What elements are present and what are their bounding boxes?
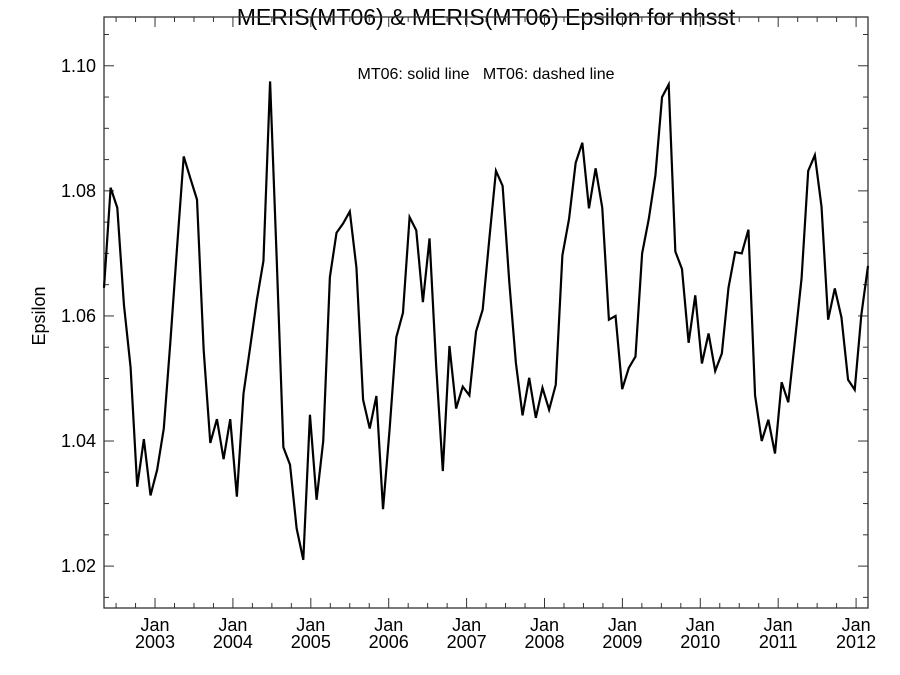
- x-tick-year-label: 2004: [213, 632, 253, 652]
- series-line: [102, 80, 870, 561]
- y-tick-label: 1.06: [61, 306, 96, 326]
- x-tick-year-label: 2005: [291, 632, 331, 652]
- x-tick-month-label: Jan: [218, 615, 247, 635]
- y-tick-label: 1.10: [61, 56, 96, 76]
- x-tick-year-label: 2003: [135, 632, 175, 652]
- x-tick-year-label: 2010: [680, 632, 720, 652]
- y-tick-label: 1.04: [61, 431, 96, 451]
- x-tick-month-label: Jan: [374, 615, 403, 635]
- series-group: [102, 80, 870, 561]
- y-tick-label: 1.08: [61, 181, 96, 201]
- plot-frame: [103, 16, 869, 609]
- x-tick-year-label: 2008: [524, 632, 564, 652]
- x-tick-year-label: 2006: [369, 632, 409, 652]
- x-tick-month-label: Jan: [608, 615, 637, 635]
- x-tick-month-label: Jan: [452, 615, 481, 635]
- y-axis-label: Epsilon: [29, 286, 49, 345]
- legend-annotation: MT06: solid line MT06: dashed line: [357, 66, 614, 83]
- x-tick-year-label: 2007: [447, 632, 487, 652]
- x-tick-month-label: Jan: [296, 615, 325, 635]
- x-tick-month-label: Jan: [842, 615, 871, 635]
- x-tick-year-label: 2012: [836, 632, 876, 652]
- x-tick-month-label: Jan: [141, 615, 170, 635]
- x-tick-year-label: 2009: [602, 632, 642, 652]
- x-tick-month-label: Jan: [686, 615, 715, 635]
- x-tick-year-label: 2011: [759, 632, 798, 652]
- y-tick-label: 1.02: [61, 556, 96, 576]
- axes: 1.021.041.061.081.10Jan2003Jan2004Jan200…: [61, 16, 876, 652]
- x-tick-month-label: Jan: [530, 615, 559, 635]
- x-tick-month-label: Jan: [764, 615, 793, 635]
